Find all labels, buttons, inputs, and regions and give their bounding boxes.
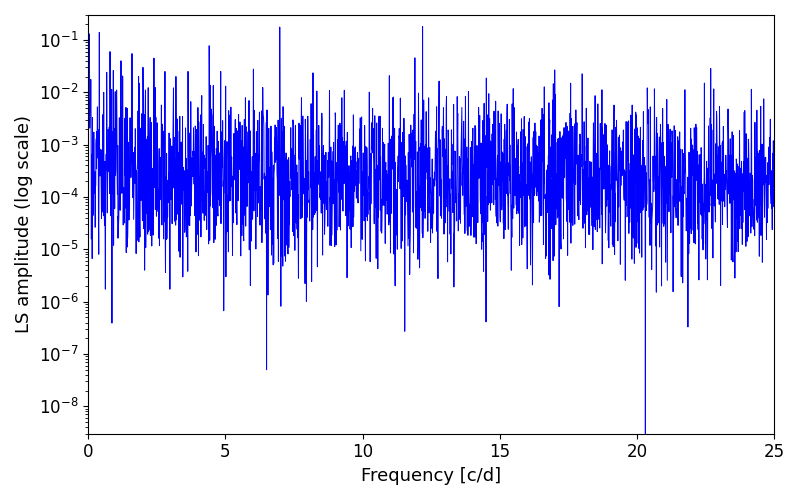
Y-axis label: LS amplitude (log scale): LS amplitude (log scale) xyxy=(15,116,33,334)
X-axis label: Frequency [c/d]: Frequency [c/d] xyxy=(361,467,502,485)
